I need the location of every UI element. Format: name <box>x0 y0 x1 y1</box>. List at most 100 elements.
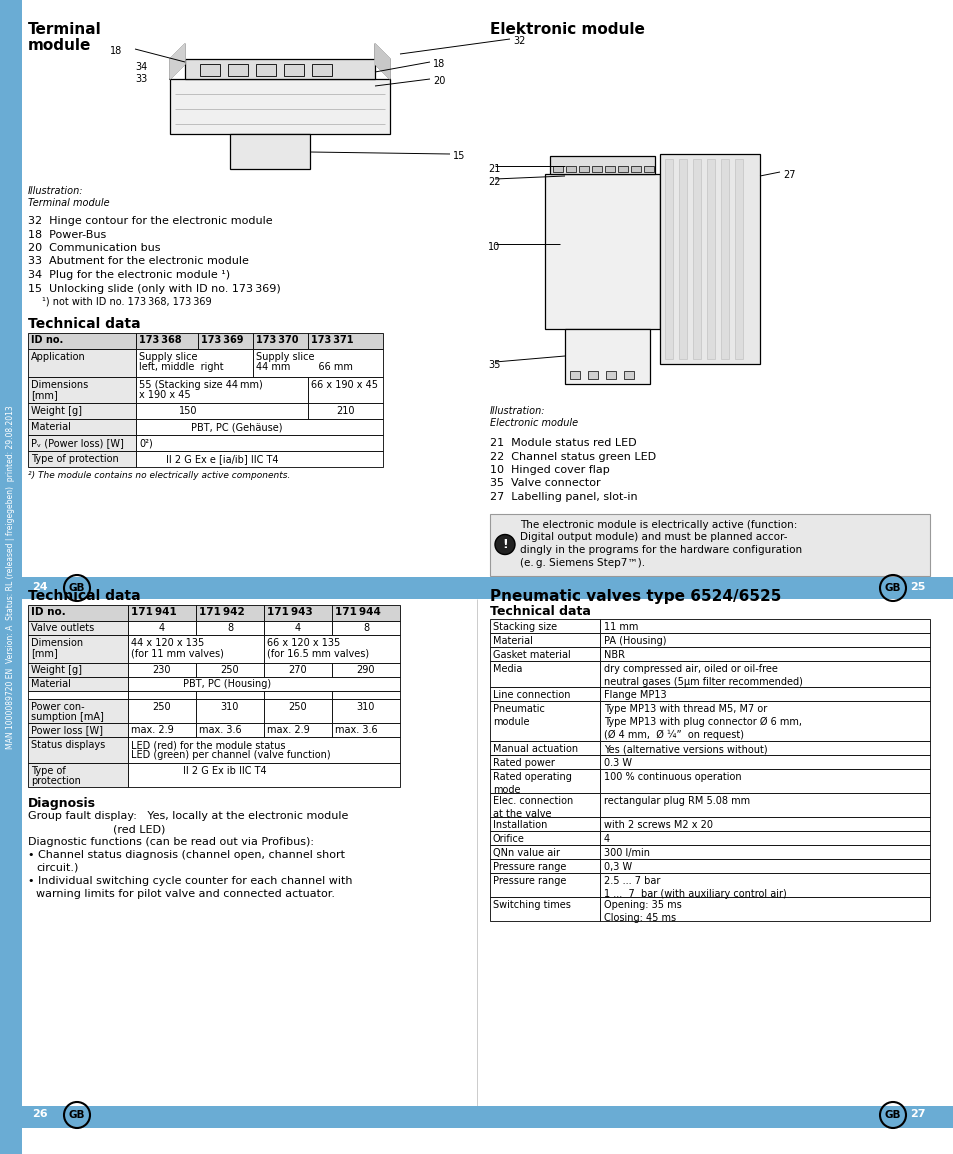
Text: Line connection: Line connection <box>493 690 570 700</box>
Text: 27: 27 <box>909 1109 924 1119</box>
Bar <box>28 737 128 763</box>
Bar <box>553 166 562 172</box>
Bar <box>490 755 599 769</box>
Text: 0,3 W: 0,3 W <box>603 862 632 872</box>
Text: Weight [g]: Weight [g] <box>30 665 82 675</box>
Text: Technical data: Technical data <box>28 589 140 604</box>
Text: 173 371: 173 371 <box>311 335 354 345</box>
Bar <box>28 403 136 419</box>
Bar <box>599 619 929 634</box>
Text: 15: 15 <box>453 151 465 162</box>
Text: 11 mm: 11 mm <box>603 622 638 632</box>
Text: Manual actuation: Manual actuation <box>493 744 578 754</box>
Text: sumption [mA]: sumption [mA] <box>30 712 104 722</box>
Text: 2.5 ... 7 bar
1 ...  7  bar (with auxiliary control air): 2.5 ... 7 bar 1 ... 7 bar (with auxiliar… <box>603 876 786 899</box>
Text: 4: 4 <box>159 623 165 634</box>
Text: 250: 250 <box>152 702 172 712</box>
Text: Type of protection: Type of protection <box>30 454 118 464</box>
Text: (for 11 mm valves): (for 11 mm valves) <box>131 649 224 658</box>
Bar <box>630 166 640 172</box>
Text: PBT, PC (Housing): PBT, PC (Housing) <box>183 679 271 689</box>
Text: Type of: Type of <box>30 766 66 775</box>
Bar <box>128 699 195 724</box>
Bar <box>284 63 304 76</box>
Bar <box>228 63 248 76</box>
Bar <box>28 664 128 677</box>
Bar <box>136 334 198 349</box>
Bar <box>490 831 599 845</box>
Bar <box>195 724 264 737</box>
Text: max. 2.9: max. 2.9 <box>267 725 310 735</box>
Bar <box>599 661 929 687</box>
Text: The electronic module is electrically active (function:
Digital output module) a: The electronic module is electrically ac… <box>519 519 801 568</box>
Bar <box>128 724 195 737</box>
Text: Terminal: Terminal <box>28 22 102 37</box>
Text: II 2 G Ex e [ia/ib] IIC T4: II 2 G Ex e [ia/ib] IIC T4 <box>166 454 278 464</box>
Bar <box>599 845 929 859</box>
Text: Pneumatic valves type 6524/6525: Pneumatic valves type 6524/6525 <box>490 589 781 604</box>
Bar <box>332 621 399 635</box>
Bar <box>128 691 195 699</box>
Text: 22  Channel status green LED: 22 Channel status green LED <box>490 451 656 462</box>
Bar <box>128 737 399 763</box>
Text: 290: 290 <box>356 665 375 675</box>
Bar <box>623 370 634 379</box>
Text: LED (green) per channel (valve function): LED (green) per channel (valve function) <box>131 750 331 760</box>
Text: Group fault display:   Yes, locally at the electronic module: Group fault display: Yes, locally at the… <box>28 811 348 820</box>
Bar <box>264 664 332 677</box>
Text: [mm]: [mm] <box>30 649 58 658</box>
Bar <box>136 403 308 419</box>
Bar <box>599 859 929 872</box>
Text: 8: 8 <box>362 623 369 634</box>
Text: Opening: 35 ms
Closing: 45 ms: Opening: 35 ms Closing: 45 ms <box>603 900 681 923</box>
Text: ID no.: ID no. <box>30 335 63 345</box>
Text: 171 941: 171 941 <box>131 607 176 617</box>
Text: 34  Plug for the electronic module ¹): 34 Plug for the electronic module ¹) <box>28 270 230 280</box>
Text: with 2 screws M2 x 20: with 2 screws M2 x 20 <box>603 820 712 830</box>
Text: Diagnosis: Diagnosis <box>28 797 96 810</box>
Bar <box>605 370 616 379</box>
Bar <box>253 349 382 377</box>
Text: x 190 x 45: x 190 x 45 <box>139 390 191 400</box>
Text: Application: Application <box>30 352 86 362</box>
Text: 18: 18 <box>110 46 122 57</box>
Bar <box>544 174 659 329</box>
Text: 27  Labelling panel, slot-in: 27 Labelling panel, slot-in <box>490 492 637 502</box>
Bar <box>490 897 599 921</box>
Bar <box>599 687 929 700</box>
Text: [mm]: [mm] <box>30 390 58 400</box>
Text: Gasket material: Gasket material <box>493 650 570 660</box>
Text: 27: 27 <box>782 170 795 180</box>
Text: 18  Power-Bus: 18 Power-Bus <box>28 230 106 240</box>
Bar <box>136 435 382 451</box>
Bar <box>264 699 332 724</box>
Bar <box>264 724 332 737</box>
Text: Elektronic module: Elektronic module <box>490 22 644 37</box>
Text: GB: GB <box>69 1110 85 1121</box>
Bar <box>734 159 742 359</box>
Text: GB: GB <box>883 583 901 593</box>
Bar <box>720 159 728 359</box>
Bar <box>28 451 136 467</box>
Bar <box>664 159 672 359</box>
Text: max. 2.9: max. 2.9 <box>131 725 173 735</box>
Bar <box>28 691 128 699</box>
Text: Valve outlets: Valve outlets <box>30 623 94 634</box>
Bar <box>22 577 953 599</box>
Text: Illustration:: Illustration: <box>490 406 545 415</box>
Bar <box>308 334 382 349</box>
Text: MAN 1000089720 EN  Version: A  Status: RL (released | freigegeben)  printed: 29.: MAN 1000089720 EN Version: A Status: RL … <box>7 405 15 749</box>
Bar <box>490 619 599 634</box>
Text: 35  Valve connector: 35 Valve connector <box>490 479 600 488</box>
Bar <box>490 845 599 859</box>
Bar <box>195 664 264 677</box>
Text: Power con-: Power con- <box>30 702 85 712</box>
Text: Power loss [W]: Power loss [W] <box>30 725 103 735</box>
Bar <box>28 605 128 621</box>
Bar <box>264 605 332 621</box>
Text: Stacking size: Stacking size <box>493 622 557 632</box>
Text: 230: 230 <box>152 665 172 675</box>
Bar <box>308 403 382 419</box>
Text: 24: 24 <box>32 582 48 592</box>
Text: 20: 20 <box>433 76 445 87</box>
